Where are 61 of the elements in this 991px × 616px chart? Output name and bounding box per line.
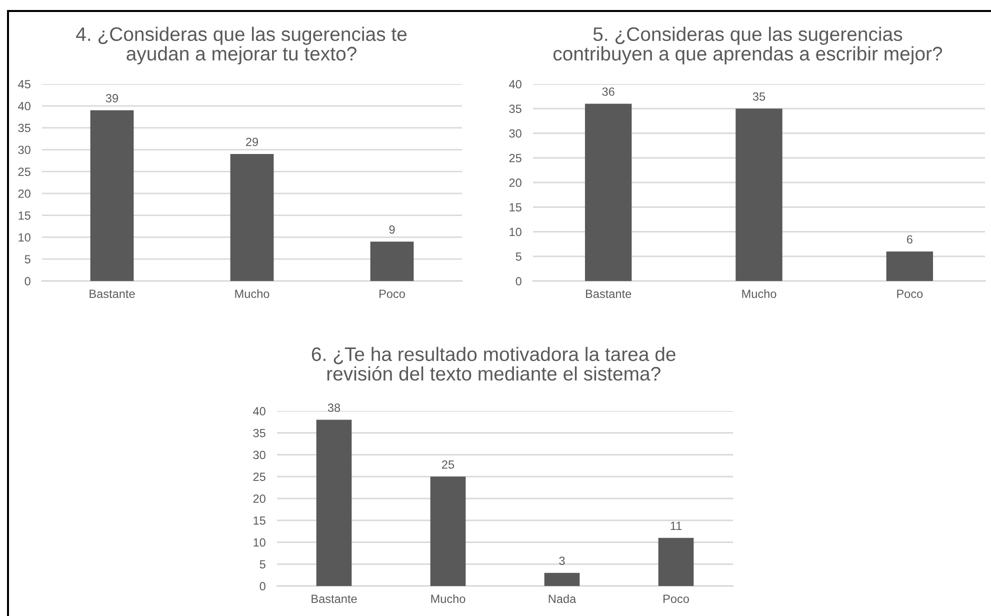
y-tick-label: 30: [509, 129, 522, 138]
y-tick-label: 5: [260, 560, 266, 569]
data-label: 6: [906, 235, 912, 244]
y-tick-label: 35: [509, 104, 522, 114]
bar: [736, 108, 782, 281]
chart-title: 6. ¿Te ha resultado motivadora la tarea de revisión del texto mediante el sistema?: [312, 346, 676, 381]
chart-title: 5. ¿Consideras que las sugerencias contribuyen a que aprendas a escribir mejor?: [553, 26, 942, 64]
bar: [370, 242, 414, 281]
bar: [544, 572, 580, 586]
x-tick-label: Bastante: [586, 290, 632, 298]
bar: [584, 104, 632, 281]
y-tick-label: 20: [253, 494, 266, 503]
y-tick-label: 40: [18, 102, 30, 110]
y-tick-label: 0: [516, 277, 522, 286]
data-label: 36: [602, 87, 614, 96]
y-tick-label: 0: [260, 582, 266, 590]
y-tick-label: 40: [509, 80, 522, 88]
bar: [658, 538, 694, 586]
x-tick-label: Poco: [897, 290, 923, 298]
data-label: 3: [559, 556, 565, 565]
y-tick-label: 10: [254, 538, 266, 547]
y-tick-label: 20: [18, 189, 30, 198]
x-tick-label: Bastante: [312, 594, 357, 604]
x-tick-label: Mucho: [742, 289, 776, 298]
data-label: 9: [389, 225, 395, 234]
data-label: 11: [670, 522, 682, 530]
y-tick-label: 45: [18, 80, 30, 88]
y-tick-label: 10: [510, 228, 522, 236]
y-tick-label: 25: [253, 472, 266, 482]
data-label: 35: [752, 92, 766, 101]
chart-title: 4. ¿Consideras que las sugerencias te ayudan a mejorar tu texto?: [76, 26, 407, 64]
bar: [316, 420, 352, 586]
x-tick-label: Nada: [548, 594, 576, 604]
y-tick-label: 30: [253, 450, 266, 460]
y-tick-label: 35: [18, 124, 30, 132]
y-tick-label: 15: [510, 203, 522, 212]
y-tick-label: 30: [18, 146, 30, 154]
bar: [90, 110, 134, 281]
x-tick-label: Mucho: [235, 289, 270, 298]
y-tick-label: 15: [254, 516, 266, 525]
y-tick-label: 25: [18, 168, 30, 176]
y-tick-label: 15: [18, 211, 30, 220]
y-tick-label: 35: [253, 428, 266, 438]
y-tick-label: 5: [24, 255, 30, 264]
y-tick-label: 0: [24, 277, 30, 286]
y-tick-label: 20: [509, 178, 522, 187]
bar: [430, 476, 466, 586]
y-tick-label: 25: [509, 154, 522, 162]
data-label: 39: [106, 94, 118, 102]
bar: [230, 154, 274, 281]
x-tick-label: Bastante: [90, 290, 135, 298]
x-tick-label: Poco: [380, 290, 405, 298]
x-tick-label: Mucho: [431, 594, 466, 604]
data-label: 25: [442, 460, 454, 469]
x-tick-label: Poco: [664, 594, 689, 604]
data-label: 38: [328, 404, 340, 412]
y-tick-label: 5: [516, 252, 522, 261]
y-tick-label: 40: [253, 407, 266, 416]
bar: [886, 251, 934, 281]
y-tick-label: 10: [18, 233, 30, 242]
data-label: 29: [246, 138, 258, 146]
